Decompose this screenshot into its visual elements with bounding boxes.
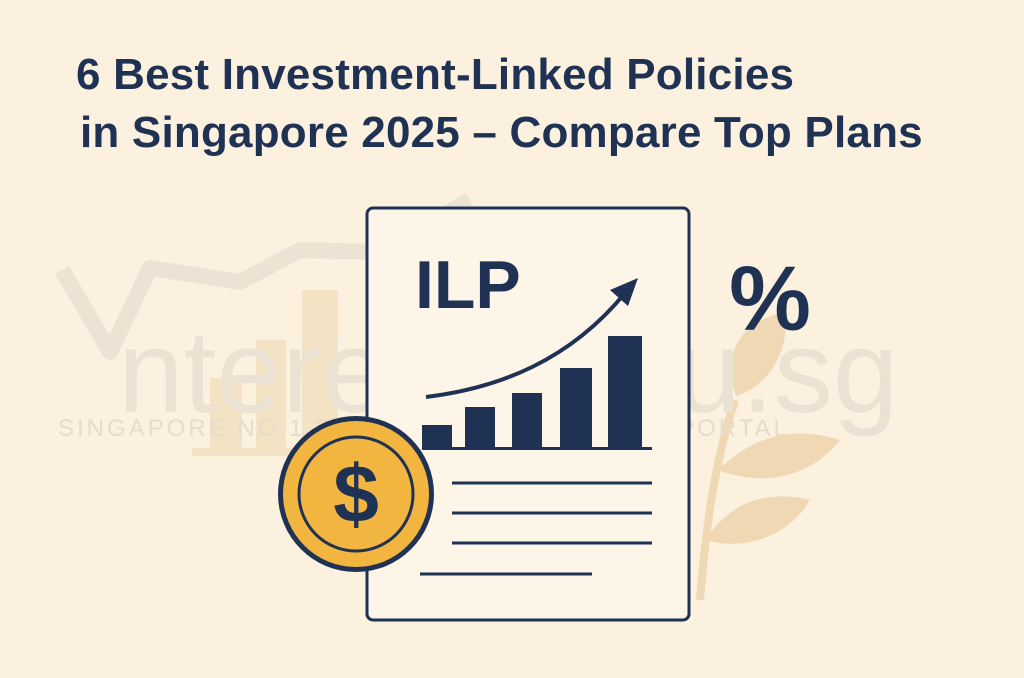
document-label: ILP [415, 247, 521, 323]
plant-icon [696, 312, 840, 601]
coin-symbol: $ [333, 449, 379, 540]
page-title-line-1: 6 Best Investment-Linked Policies [76, 50, 795, 99]
dollar-coin-icon: $ [278, 416, 434, 572]
page-title: 6 Best Investment-Linked Policies in Sin… [0, 46, 1024, 162]
bar-chart-icon [422, 336, 652, 450]
document-icon: ILP [365, 206, 691, 622]
percent-icon: % [729, 248, 811, 350]
page-title-line-2: in Singapore 2025 – Compare Top Plans [80, 108, 923, 157]
trend-arrow-icon [425, 278, 638, 399]
document-text-lines [420, 481, 652, 576]
